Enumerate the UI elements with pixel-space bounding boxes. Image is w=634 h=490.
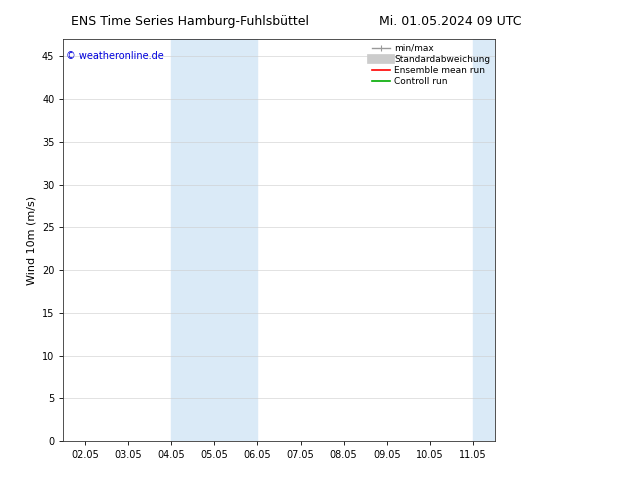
Text: © weatheronline.de: © weatheronline.de [65,51,164,61]
Bar [473,39,499,441]
Legend: min/max, Standardabweichung, Ensemble mean run, Controll run: min/max, Standardabweichung, Ensemble me… [370,41,493,89]
Text: Mi. 01.05.2024 09 UTC: Mi. 01.05.2024 09 UTC [379,15,521,28]
Bar [214,39,257,441]
Text: ENS Time Series Hamburg-Fuhlsbüttel: ENS Time Series Hamburg-Fuhlsbüttel [71,15,309,28]
Y-axis label: Wind 10m (m/s): Wind 10m (m/s) [27,196,36,285]
Bar [171,39,214,441]
